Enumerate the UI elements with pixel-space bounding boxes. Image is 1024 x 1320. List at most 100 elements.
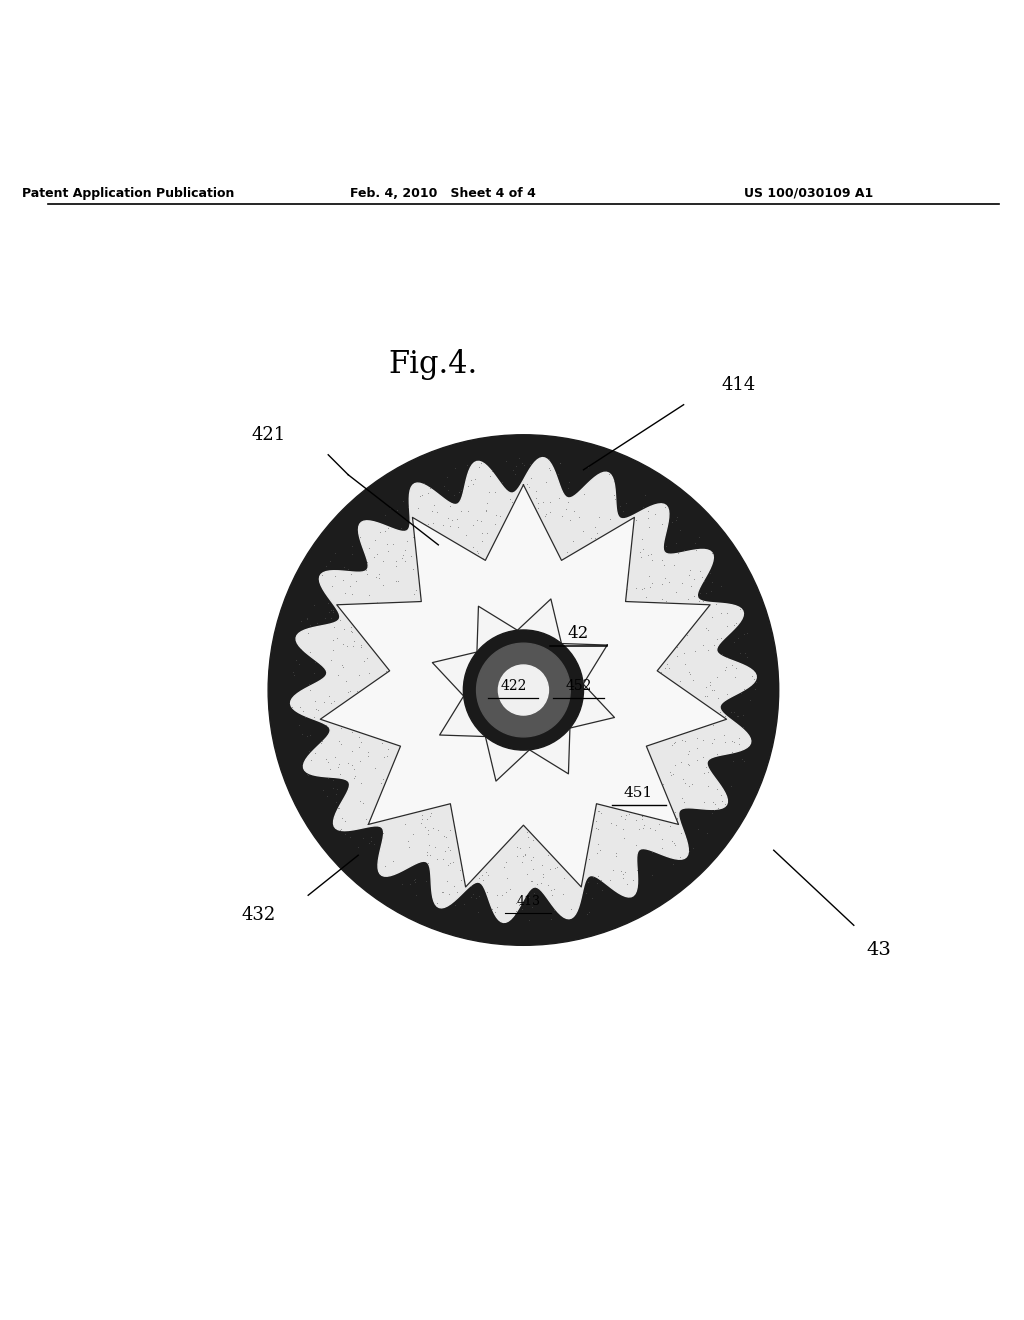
Point	[682, 560, 698, 581]
Point	[534, 667, 550, 688]
Point	[462, 721, 478, 742]
Point	[508, 698, 524, 719]
Point	[345, 701, 361, 722]
Point	[702, 675, 719, 696]
Point	[571, 787, 588, 808]
Point	[634, 817, 650, 838]
Point	[471, 665, 487, 686]
Point	[594, 631, 610, 652]
Point	[741, 690, 758, 711]
Point	[514, 680, 530, 701]
Point	[442, 495, 459, 516]
Point	[457, 726, 473, 747]
Point	[608, 638, 625, 659]
Point	[340, 686, 356, 708]
Point	[581, 902, 597, 923]
Point	[527, 688, 544, 709]
Point	[543, 643, 559, 664]
Point	[509, 668, 525, 689]
Point	[616, 652, 633, 673]
Point	[515, 454, 531, 475]
Point	[675, 622, 691, 643]
Point	[475, 681, 492, 702]
Point	[712, 702, 728, 723]
Point	[572, 730, 589, 751]
Point	[542, 816, 558, 837]
Point	[417, 651, 433, 672]
Point	[577, 578, 593, 599]
Point	[521, 645, 538, 667]
Point	[477, 680, 494, 701]
Point	[541, 601, 557, 622]
Point	[604, 751, 621, 772]
Point	[452, 747, 468, 768]
Point	[550, 796, 566, 817]
Point	[474, 846, 490, 867]
Point	[602, 652, 618, 673]
Point	[571, 606, 588, 627]
Point	[495, 705, 511, 726]
Point	[465, 884, 481, 906]
Polygon shape	[291, 458, 757, 923]
Point	[479, 882, 496, 903]
Point	[596, 793, 612, 814]
Point	[510, 672, 526, 693]
Point	[703, 680, 720, 701]
Circle shape	[499, 665, 549, 715]
Point	[511, 640, 527, 661]
Point	[481, 760, 498, 781]
Point	[520, 735, 537, 756]
Point	[677, 595, 693, 616]
Point	[601, 744, 617, 766]
Point	[333, 717, 349, 738]
Point	[526, 649, 543, 671]
Point	[517, 845, 534, 866]
Point	[552, 673, 568, 694]
Point	[485, 795, 502, 816]
Point	[452, 762, 468, 783]
Point	[509, 631, 525, 652]
Point	[749, 671, 765, 692]
Point	[492, 738, 508, 759]
Point	[504, 639, 520, 660]
Point	[606, 661, 623, 682]
Point	[531, 710, 548, 731]
Point	[412, 672, 428, 693]
Point	[443, 577, 460, 598]
Point	[330, 756, 346, 777]
Point	[547, 612, 563, 634]
Point	[386, 764, 402, 785]
Point	[525, 632, 542, 653]
Point	[571, 507, 588, 528]
Point	[479, 659, 496, 680]
Point	[300, 622, 316, 643]
Point	[452, 577, 468, 598]
Point	[397, 508, 414, 529]
Point	[526, 731, 543, 752]
Point	[518, 675, 535, 696]
Point	[402, 791, 419, 812]
Point	[557, 700, 573, 721]
Point	[292, 697, 308, 718]
Point	[579, 800, 595, 821]
Point	[514, 676, 530, 697]
Point	[325, 640, 341, 661]
Point	[447, 457, 464, 478]
Point	[411, 498, 427, 519]
Point	[624, 767, 640, 788]
Point	[627, 759, 643, 780]
Point	[460, 500, 476, 521]
Point	[615, 818, 632, 840]
Point	[454, 673, 470, 694]
Point	[442, 565, 459, 586]
Point	[399, 698, 416, 719]
Point	[465, 705, 481, 726]
Point	[493, 741, 509, 762]
Point	[325, 770, 341, 791]
Point	[442, 564, 459, 585]
Point	[625, 642, 641, 663]
Point	[556, 647, 572, 668]
Point	[429, 502, 445, 523]
Point	[570, 586, 587, 607]
Point	[618, 675, 635, 696]
